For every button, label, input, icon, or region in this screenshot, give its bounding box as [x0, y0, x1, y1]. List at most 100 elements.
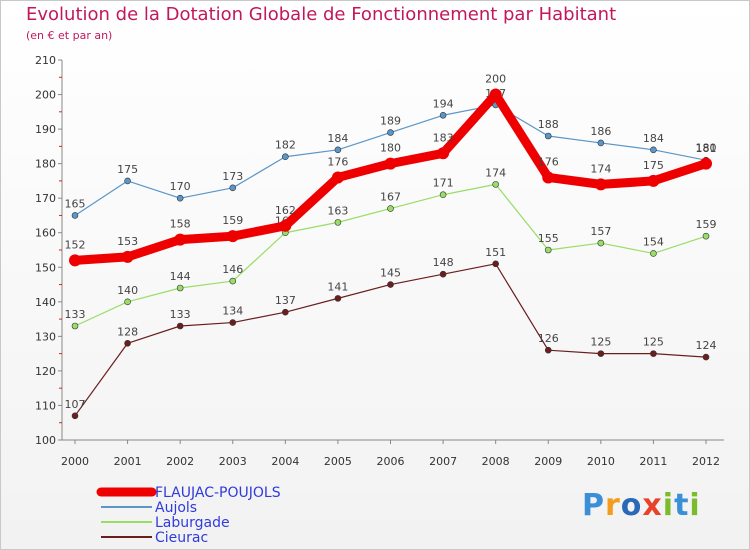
data-point-flaujac-poujols — [121, 250, 134, 263]
data-label-cieurac: 148 — [433, 256, 454, 269]
data-point-laburgade — [597, 239, 605, 247]
data-label-aujols: 181 — [696, 142, 717, 155]
data-point-flaujac-poujols — [489, 88, 502, 101]
data-label-cieurac: 124 — [696, 339, 717, 352]
data-point-flaujac-poujols — [647, 174, 660, 187]
y-tick-label-160: 160 — [35, 227, 56, 240]
data-label-laburgade: 155 — [538, 232, 559, 245]
data-label-flaujac-poujols: 183 — [433, 131, 454, 144]
x-tick-label-2001: 2001 — [114, 455, 142, 468]
logo-letter: o — [620, 488, 643, 523]
data-label-cieurac: 125 — [643, 336, 664, 349]
data-point-cieurac — [71, 412, 79, 420]
data-point-aujols — [229, 184, 237, 192]
data-label-aujols: 186 — [590, 125, 611, 138]
data-point-laburgade — [71, 322, 79, 330]
data-point-laburgade — [387, 205, 394, 212]
data-label-cieurac: 133 — [170, 308, 191, 321]
data-point-cieurac — [492, 260, 499, 268]
data-label-flaujac-poujols: 174 — [590, 162, 611, 175]
legend-label-cieurac: Cieurac — [155, 530, 208, 546]
data-label-cieurac: 141 — [327, 280, 348, 293]
data-point-aujols — [650, 146, 657, 154]
data-point-flaujac-poujols — [384, 157, 397, 170]
x-tick-label-2005: 2005 — [324, 455, 352, 468]
data-point-flaujac-poujols — [226, 230, 239, 243]
data-label-cieurac: 137 — [275, 294, 296, 307]
data-label-flaujac-poujols: 176 — [538, 155, 559, 168]
y-tick-label-130: 130 — [35, 330, 56, 343]
data-point-laburgade — [650, 250, 657, 257]
data-point-flaujac-poujols — [331, 171, 344, 184]
legend-label-laburgade: Laburgade — [155, 515, 230, 531]
y-tick-label-200: 200 — [35, 89, 56, 102]
data-point-flaujac-poujols — [279, 219, 292, 232]
data-point-laburgade — [334, 219, 342, 226]
data-label-aujols: 165 — [65, 197, 86, 210]
data-label-laburgade: 174 — [485, 166, 506, 179]
logo-letter: i — [689, 488, 701, 523]
data-point-laburgade — [492, 181, 499, 188]
data-point-aujols — [124, 177, 131, 185]
logo-letter: x — [642, 488, 663, 523]
data-label-cieurac: 151 — [485, 246, 506, 259]
data-point-flaujac-poujols — [700, 157, 712, 170]
data-label-laburgade: 133 — [65, 308, 86, 321]
data-point-cieurac — [387, 281, 394, 288]
y-tick-label-190: 190 — [35, 123, 56, 136]
x-tick-label-2002: 2002 — [166, 455, 194, 468]
data-point-aujols — [387, 129, 394, 136]
x-tick-label-2006: 2006 — [377, 455, 405, 468]
proxiti-logo: Proxiti — [582, 488, 701, 523]
data-point-aujols — [282, 153, 289, 161]
data-point-cieurac — [229, 319, 237, 326]
data-label-laburgade: 171 — [433, 177, 454, 190]
data-point-cieurac — [124, 339, 131, 347]
data-label-flaujac-poujols: 176 — [327, 155, 348, 168]
x-tick-label-2011: 2011 — [639, 455, 667, 468]
chart-subtitle: (en € et par an) — [26, 29, 113, 42]
data-label-cieurac: 145 — [380, 267, 401, 280]
data-label-flaujac-poujols: 152 — [65, 238, 86, 251]
y-tick-label-210: 210 — [35, 54, 56, 67]
data-point-laburgade — [439, 191, 447, 199]
data-point-flaujac-poujols — [594, 178, 607, 191]
x-tick-label-2008: 2008 — [482, 455, 510, 468]
y-tick-label-170: 170 — [35, 192, 56, 205]
data-point-laburgade — [124, 298, 131, 306]
data-point-cieurac — [650, 350, 657, 357]
x-tick-label-2000: 2000 — [61, 455, 89, 468]
data-label-cieurac: 125 — [590, 336, 611, 349]
chart-title: Evolution de la Dotation Globale de Fonc… — [26, 4, 617, 25]
data-point-flaujac-poujols — [69, 254, 81, 267]
data-point-cieurac — [334, 295, 342, 302]
data-label-flaujac-poujols: 153 — [117, 235, 138, 248]
logo-letter: t — [674, 488, 690, 523]
x-tick-label-2003: 2003 — [219, 455, 247, 468]
data-label-aujols: 173 — [222, 170, 243, 183]
x-tick-label-2004: 2004 — [271, 455, 299, 468]
x-tick-label-2009: 2009 — [534, 455, 562, 468]
data-label-flaujac-poujols: 200 — [485, 73, 506, 86]
data-label-cieurac: 126 — [538, 332, 559, 345]
data-point-flaujac-poujols — [437, 147, 450, 160]
data-point-cieurac — [544, 346, 552, 354]
data-label-laburgade: 159 — [696, 218, 717, 231]
data-label-aujols: 170 — [170, 180, 191, 193]
data-label-flaujac-poujols: 162 — [275, 204, 296, 217]
data-label-flaujac-poujols: 158 — [170, 218, 191, 231]
data-label-laburgade: 146 — [222, 263, 243, 276]
legend-label-flaujac-poujols: FLAUJAC-POUJOLS — [155, 485, 281, 501]
data-label-laburgade: 154 — [643, 235, 664, 248]
data-label-aujols: 182 — [275, 139, 296, 152]
data-point-cieurac — [439, 270, 447, 278]
data-point-cieurac — [176, 322, 184, 330]
data-label-laburgade: 144 — [170, 270, 191, 283]
data-point-flaujac-poujols — [174, 233, 187, 246]
x-tick-label-2012: 2012 — [692, 455, 720, 468]
data-label-aujols: 188 — [538, 118, 559, 131]
data-point-aujols — [597, 139, 605, 147]
logo-letter: i — [662, 488, 675, 523]
